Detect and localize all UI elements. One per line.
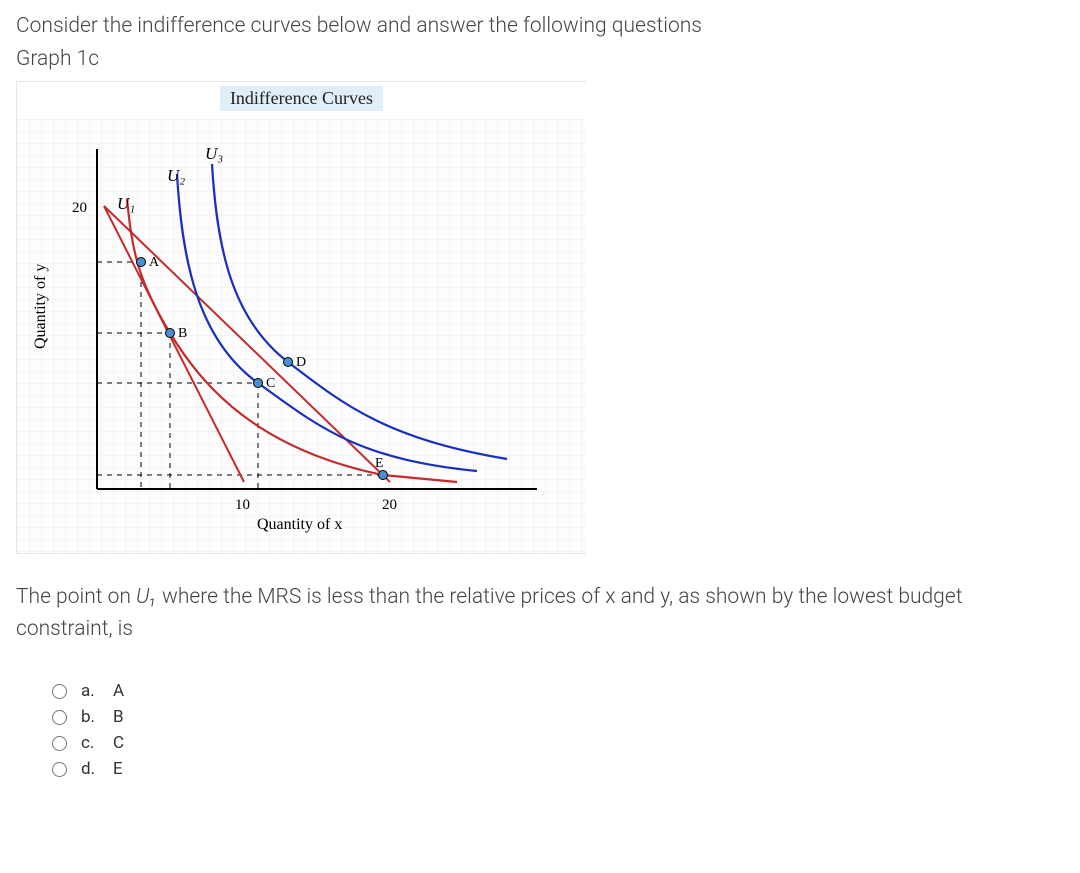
followup-pre: The point on [16,585,136,609]
point-E-label: E [375,456,384,471]
option-c-text: C [113,733,124,753]
point-D-label: D [296,355,306,370]
radio-b[interactable] [52,710,67,725]
option-d-text: E [113,759,123,779]
option-a-letter: a. [81,681,103,701]
graph-container: Indifference Curves Quantity of y Quanti… [16,81,586,554]
curve-u1 [127,199,457,482]
point-B [166,329,175,338]
indifference-chart: Quantity of y Quantity of x 20 10 20 [17,119,577,549]
graph-label: Graph 1c [16,47,1064,71]
options-group: a. A b. B c. C d. E [52,681,1064,779]
label-u2: U₂ [167,166,185,185]
point-C [254,379,263,388]
radio-d[interactable] [52,762,67,777]
point-E [379,471,388,480]
option-b-text: B [113,707,124,727]
option-d-letter: d. [81,759,103,779]
xtick-10: 10 [235,497,250,513]
followup-u1: U₁ [136,585,157,609]
option-b[interactable]: b. B [52,707,1064,727]
curve-u3 [212,164,507,459]
points: A B C D E [137,255,388,480]
y-axis-label: Quantity of y [32,264,49,349]
ytick-20: 20 [72,200,87,216]
label-u1: U₁ [117,194,135,213]
option-c-letter: c. [81,733,103,753]
graph-title: Indifference Curves [220,86,383,111]
point-D [284,358,293,367]
x-axis-label: Quantity of x [257,516,342,533]
guide-lines [97,262,383,489]
xtick-20: 20 [382,497,397,513]
option-d[interactable]: d. E [52,759,1064,779]
option-a-text: A [113,681,124,701]
point-B-label: B [178,326,187,341]
option-b-letter: b. [81,707,103,727]
option-a[interactable]: a. A [52,681,1064,701]
option-c[interactable]: c. C [52,733,1064,753]
question-intro: Consider the indifference curves below a… [16,12,1064,41]
point-A [137,258,146,267]
radio-c[interactable] [52,736,67,751]
followup-question: The point on U₁ where the MRS is less th… [16,582,1064,645]
point-A-label: A [149,255,160,270]
point-C-label: C [266,376,275,391]
label-u3: U₃ [205,144,223,163]
followup-post: where the MRS is less than the relative … [16,585,962,641]
radio-a[interactable] [52,684,67,699]
curve-u2 [177,174,477,471]
